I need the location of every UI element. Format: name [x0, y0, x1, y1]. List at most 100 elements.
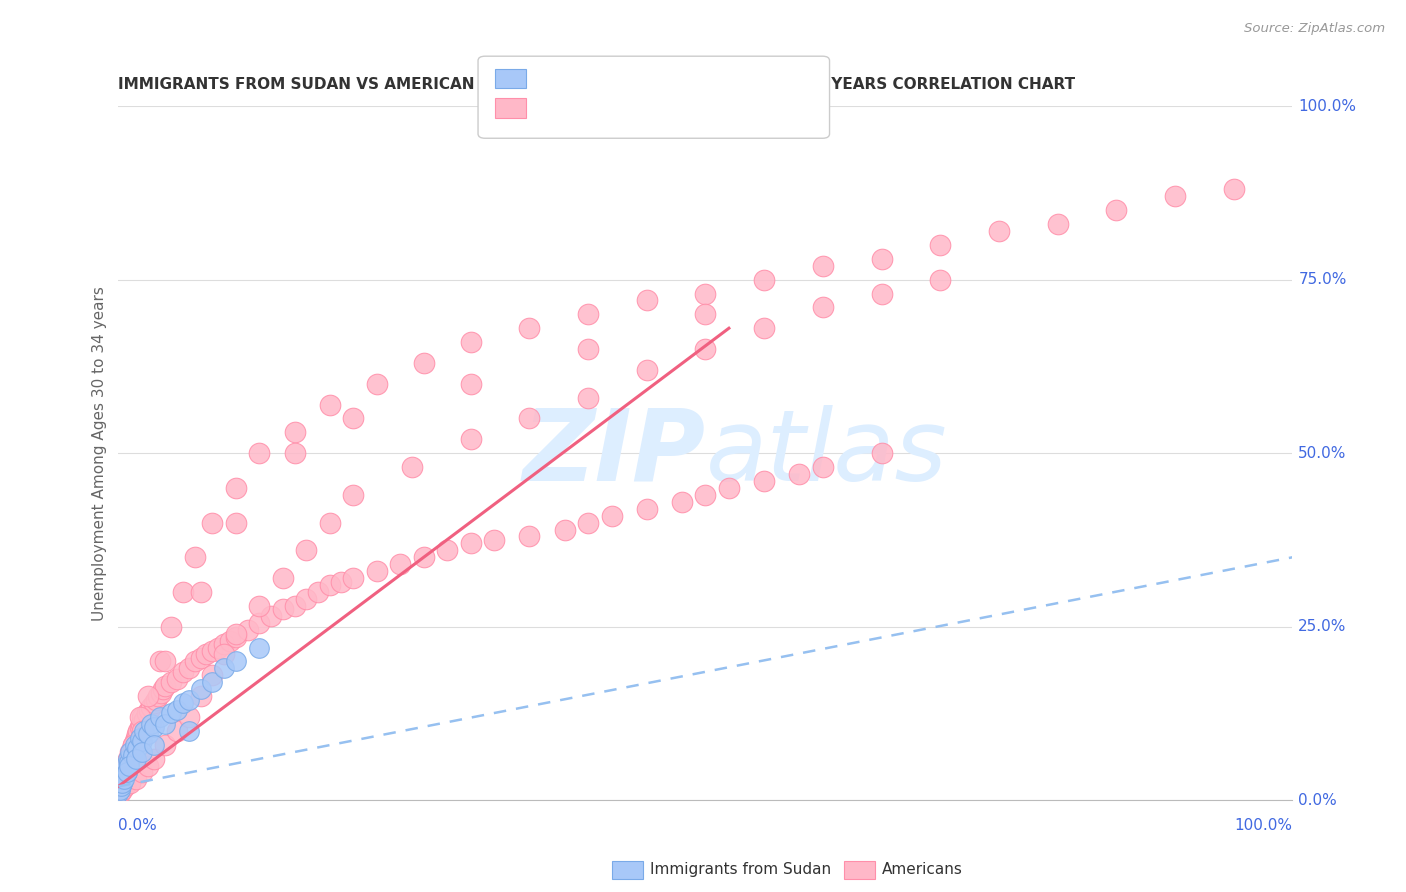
Text: N =: N = [644, 69, 681, 87]
Text: ZIP: ZIP [523, 405, 706, 501]
Point [576, 307, 599, 321]
Point [155, 738, 177, 752]
Text: N =: N = [644, 98, 681, 116]
Point [201, 675, 224, 690]
Point [111, 776, 134, 790]
Text: 133: 133 [679, 98, 714, 116]
Point [131, 734, 153, 748]
Point [717, 481, 740, 495]
Point [172, 696, 194, 710]
Point [120, 748, 142, 763]
Text: Source: ZipAtlas.com: Source: ZipAtlas.com [1244, 22, 1385, 36]
Point [155, 679, 177, 693]
Point [134, 714, 156, 728]
Point [554, 523, 576, 537]
Point [752, 272, 775, 286]
Point [177, 710, 200, 724]
Point [342, 571, 364, 585]
Text: 0.0%: 0.0% [118, 818, 157, 832]
Point [929, 272, 952, 286]
Point [172, 585, 194, 599]
Point [115, 765, 138, 780]
Point [319, 398, 342, 412]
Point [389, 558, 412, 572]
Point [152, 682, 174, 697]
Point [125, 731, 148, 745]
Point [177, 692, 200, 706]
Point [142, 696, 165, 710]
Point [155, 654, 177, 668]
Point [190, 682, 212, 697]
Text: 100.0%: 100.0% [1298, 99, 1357, 113]
Point [600, 508, 623, 523]
Point [111, 776, 134, 790]
Point [576, 342, 599, 356]
Text: IMMIGRANTS FROM SUDAN VS AMERICAN UNEMPLOYMENT AMONG AGES 30 TO 34 YEARS CORRELA: IMMIGRANTS FROM SUDAN VS AMERICAN UNEMPL… [118, 78, 1076, 93]
Point [115, 765, 138, 780]
Point [141, 699, 163, 714]
Point [138, 703, 160, 717]
Point [184, 654, 207, 668]
Point [695, 307, 717, 321]
Point [190, 689, 212, 703]
Point [128, 731, 150, 745]
Point [330, 574, 353, 589]
Text: R =: R = [534, 98, 575, 116]
Point [401, 460, 423, 475]
Point [366, 564, 388, 578]
Point [166, 703, 188, 717]
Text: R =: R = [534, 69, 575, 87]
Point [114, 758, 136, 772]
Point [177, 661, 200, 675]
Point [166, 723, 188, 738]
Point [129, 717, 152, 731]
Text: 0.634: 0.634 [579, 98, 631, 116]
Point [136, 727, 159, 741]
Point [695, 342, 717, 356]
Point [201, 644, 224, 658]
Text: Americans: Americans [882, 863, 963, 877]
Point [190, 651, 212, 665]
Point [115, 765, 138, 780]
Point [1105, 203, 1128, 218]
Point [636, 363, 658, 377]
Point [145, 692, 167, 706]
Point [166, 672, 188, 686]
Point [247, 616, 270, 631]
Point [283, 425, 305, 440]
Point [112, 765, 135, 780]
Point [160, 706, 183, 721]
Point [811, 301, 834, 315]
Point [283, 599, 305, 613]
Text: 50.0%: 50.0% [1298, 446, 1347, 460]
Text: 25.0%: 25.0% [1298, 619, 1347, 634]
Point [149, 686, 172, 700]
Point [127, 727, 149, 741]
Point [125, 751, 148, 765]
Point [225, 626, 247, 640]
Point [131, 765, 153, 780]
Point [870, 252, 893, 266]
Point [136, 689, 159, 703]
Point [870, 286, 893, 301]
Point [125, 772, 148, 787]
Point [482, 533, 505, 547]
Point [120, 776, 142, 790]
Point [148, 710, 170, 724]
Point [135, 706, 157, 721]
Point [155, 717, 177, 731]
Point [460, 432, 482, 446]
Point [110, 772, 132, 787]
Point [1222, 182, 1244, 196]
Point [636, 293, 658, 308]
Point [517, 321, 540, 335]
Point [131, 723, 153, 738]
Text: Immigrants from Sudan: Immigrants from Sudan [650, 863, 831, 877]
Point [319, 578, 342, 592]
Point [128, 720, 150, 734]
Point [134, 723, 156, 738]
Point [295, 591, 318, 606]
Point [870, 446, 893, 460]
Point [212, 661, 235, 675]
Point [1164, 189, 1187, 203]
